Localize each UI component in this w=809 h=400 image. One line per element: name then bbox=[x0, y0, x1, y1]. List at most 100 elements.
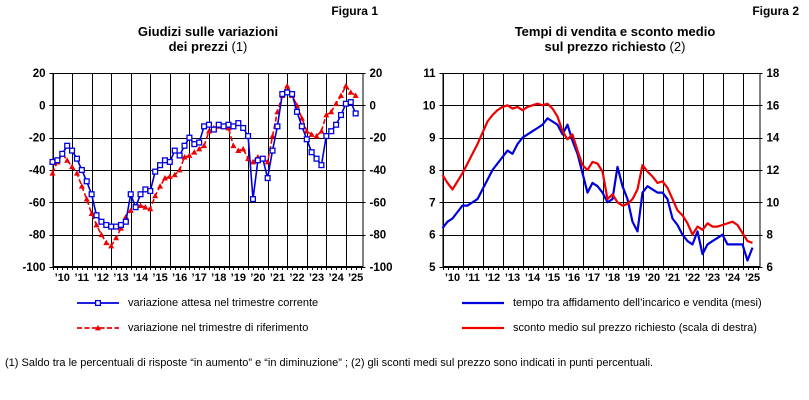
triangle-marker-icon bbox=[171, 171, 178, 178]
figure2-title-note: (2) bbox=[669, 39, 686, 54]
triangle-marker-icon bbox=[337, 92, 344, 99]
square-marker-icon bbox=[181, 142, 188, 149]
y-tick-label: -60 bbox=[370, 197, 387, 209]
square-marker-icon bbox=[210, 126, 217, 133]
square-marker-icon bbox=[284, 89, 291, 96]
square-marker-icon bbox=[88, 191, 95, 198]
square-marker-icon bbox=[152, 168, 159, 175]
x-tick-label: ’16 bbox=[565, 272, 580, 284]
square-marker-icon bbox=[303, 136, 310, 143]
square-marker-icon bbox=[323, 133, 330, 140]
x-axis-labels: ’10 ’11 ’12 ’13 ’14 ’15 ’16 ’17 ’18 ’19 ’20 ’21 ’22 ’… bbox=[445, 272, 760, 284]
square-marker-icon bbox=[49, 158, 56, 165]
x-tick-label: ’24 bbox=[328, 272, 344, 284]
x-tick-label: ’17 bbox=[192, 272, 207, 284]
triangle-marker-icon bbox=[49, 170, 56, 176]
square-marker-icon bbox=[54, 157, 61, 164]
figure2-legend: tempo tra affidamento dell’incarico e ve… bbox=[461, 295, 762, 336]
triangle-marker-icon bbox=[205, 128, 212, 134]
x-tick-label: ’23 bbox=[309, 272, 324, 284]
y-axis-labels-left: 5 6 7 8 9 10 11 bbox=[423, 68, 436, 274]
square-marker-icon bbox=[220, 123, 227, 130]
triangle-marker-icon bbox=[328, 108, 335, 115]
y-tick-label: -80 bbox=[370, 230, 387, 242]
square-marker-icon bbox=[318, 162, 325, 169]
square-marker-icon bbox=[103, 221, 110, 229]
x-tick-label: ’12 bbox=[94, 272, 109, 284]
square-marker-icon bbox=[191, 141, 198, 148]
triangle-marker-icon bbox=[191, 149, 198, 155]
triangle-marker-icon bbox=[69, 163, 76, 170]
square-marker-icon bbox=[186, 134, 193, 141]
square-marker-icon bbox=[83, 178, 90, 185]
x-tick-label: ’22 bbox=[289, 272, 304, 284]
triangle-marker-icon bbox=[181, 153, 188, 160]
y-tick-label: -100 bbox=[370, 262, 393, 274]
x-tick-label: ’15 bbox=[545, 272, 560, 284]
square-marker-icon bbox=[127, 191, 134, 198]
y-tick-label: 12 bbox=[767, 165, 780, 177]
axis-ticks bbox=[49, 73, 366, 270]
x-tick-label: ’12 bbox=[485, 272, 500, 284]
y-tick-label: 14 bbox=[767, 133, 780, 145]
triangle-marker-icon bbox=[73, 170, 80, 176]
square-marker-icon bbox=[225, 121, 232, 128]
triangle-marker-icon bbox=[323, 111, 330, 118]
figures-footnote: (1) Saldo tra le percentuali di risposte… bbox=[5, 357, 654, 369]
legend-label-average-discount: sconto medio sul prezzo richiesto (scala… bbox=[513, 322, 757, 334]
plot-area: 567891011681012141618’10’11’12’13’14’15’… bbox=[423, 68, 780, 284]
triangle-marker-icon bbox=[157, 183, 164, 189]
square-marker-icon bbox=[78, 166, 85, 174]
legend-item-expected-variation: variazione attesa nel trimestre corrente bbox=[76, 295, 318, 311]
triangle-marker-icon bbox=[196, 145, 203, 152]
y-tick-label: -20 bbox=[29, 133, 46, 145]
triangle-marker-icon bbox=[308, 131, 315, 137]
x-tick-label: ’19 bbox=[231, 272, 246, 284]
y-tick-label: 20 bbox=[33, 68, 46, 80]
square-marker-icon bbox=[113, 223, 120, 230]
figure1-title-note: (1) bbox=[231, 39, 248, 54]
legend-label-reference-variation: variazione nel trimestre di riferimento bbox=[128, 322, 309, 334]
y-tick-label: 6 bbox=[767, 262, 773, 274]
y-tick-label: 0 bbox=[39, 100, 45, 112]
triangle-marker-icon bbox=[142, 204, 149, 210]
figure1-legend: variazione attesa nel trimestre corrente… bbox=[76, 295, 318, 336]
square-marker-icon bbox=[308, 149, 315, 156]
square-marker-icon bbox=[254, 157, 261, 164]
square-marker-icon bbox=[240, 124, 247, 132]
legend-marker-red-triangle-line bbox=[77, 324, 119, 331]
square-marker-icon bbox=[337, 111, 345, 119]
triangle-marker-icon bbox=[342, 82, 349, 89]
x-tick-label: ’20 bbox=[250, 272, 265, 284]
series-line-1 bbox=[441, 102, 753, 244]
triangle-marker-icon bbox=[108, 242, 115, 249]
square-marker-icon bbox=[166, 158, 173, 165]
square-marker-icon bbox=[328, 128, 335, 135]
square-marker-icon bbox=[64, 142, 71, 149]
square-marker-icon bbox=[142, 186, 149, 193]
square-marker-icon bbox=[157, 162, 164, 169]
triangle-marker-icon bbox=[313, 132, 320, 139]
x-tick-label: ’13 bbox=[505, 272, 520, 284]
legend-marker-red-line bbox=[462, 326, 504, 330]
x-tick-label: ’14 bbox=[525, 272, 541, 284]
square-marker-icon bbox=[122, 218, 129, 225]
axis-ticks bbox=[439, 73, 763, 270]
x-tick-label: ’16 bbox=[172, 272, 187, 284]
triangle-marker-icon bbox=[113, 234, 120, 241]
x-tick-label: ’17 bbox=[585, 272, 600, 284]
figure2-label: Figura 2 bbox=[752, 4, 799, 18]
triangle-marker-icon bbox=[95, 324, 101, 331]
square-marker-icon bbox=[176, 152, 183, 159]
y-tick-label: -20 bbox=[370, 133, 387, 145]
square-marker-icon bbox=[289, 90, 296, 98]
square-marker-icon bbox=[264, 175, 271, 182]
y-tick-label: 9 bbox=[429, 133, 435, 145]
triangle-marker-icon bbox=[98, 231, 105, 238]
y-tick-label: 6 bbox=[429, 230, 435, 242]
square-marker-icon bbox=[279, 90, 286, 98]
x-tick-label: ’18 bbox=[605, 272, 620, 284]
y-tick-label: 16 bbox=[767, 100, 780, 112]
square-marker-icon bbox=[235, 120, 242, 127]
